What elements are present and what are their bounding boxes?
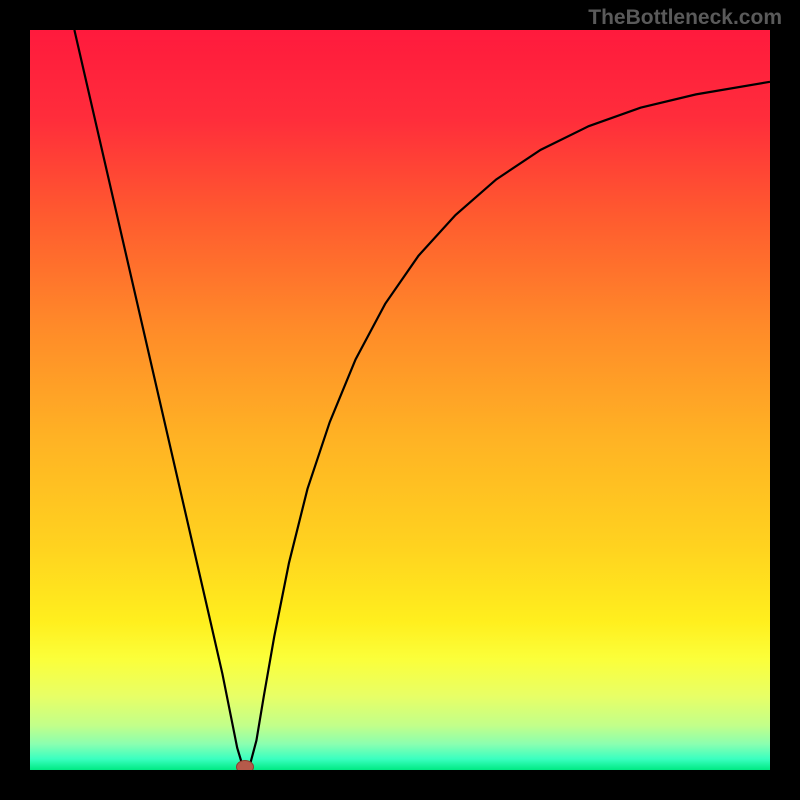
plot-background [30, 30, 770, 770]
watermark: TheBottleneck.com [588, 6, 782, 30]
plot-svg [30, 30, 770, 770]
frame-left [0, 0, 30, 800]
frame-right [770, 0, 800, 800]
frame-bottom [0, 770, 800, 800]
plot-area [30, 30, 770, 770]
